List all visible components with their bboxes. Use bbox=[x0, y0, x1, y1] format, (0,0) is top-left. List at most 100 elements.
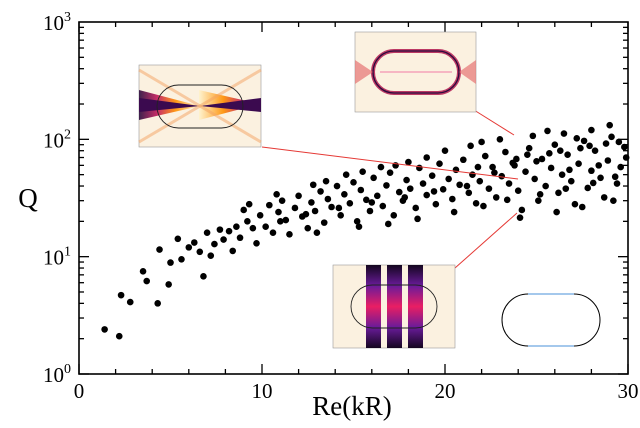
data-point bbox=[282, 216, 290, 224]
data-point bbox=[456, 181, 463, 189]
data-point bbox=[273, 191, 280, 198]
data-point bbox=[595, 162, 603, 169]
data-point bbox=[432, 200, 440, 208]
data-point bbox=[511, 162, 518, 169]
data-point bbox=[621, 143, 628, 151]
data-point bbox=[403, 176, 410, 184]
data-point bbox=[379, 202, 387, 210]
data-point bbox=[178, 255, 185, 263]
data-point bbox=[278, 197, 286, 204]
data-point bbox=[302, 210, 310, 218]
y-tick-label: 103 bbox=[43, 10, 71, 35]
data-point bbox=[115, 332, 123, 340]
annotation-line-bowtie bbox=[261, 146, 519, 180]
data-point bbox=[275, 208, 282, 216]
data-point bbox=[167, 259, 174, 266]
data-point bbox=[406, 185, 414, 192]
data-point bbox=[200, 273, 207, 280]
data-point bbox=[524, 151, 531, 158]
data-point bbox=[353, 218, 361, 225]
data-point bbox=[450, 208, 458, 216]
data-point bbox=[368, 199, 376, 206]
data-point bbox=[117, 291, 125, 299]
data-point bbox=[518, 206, 526, 214]
x-tick-label: 30 bbox=[618, 379, 639, 403]
data-point bbox=[337, 212, 344, 219]
data-point bbox=[597, 174, 604, 182]
data-point bbox=[423, 154, 431, 161]
data-point bbox=[249, 224, 257, 232]
plot-frame bbox=[78, 21, 629, 375]
data-point bbox=[373, 192, 381, 200]
annotation-line-whispering-gallery bbox=[473, 109, 515, 136]
data-point bbox=[207, 252, 215, 259]
data-point bbox=[600, 194, 608, 201]
inset-stadium-shape bbox=[501, 293, 601, 347]
y-tick-label: 101 bbox=[43, 245, 71, 270]
data-point bbox=[503, 196, 511, 204]
data-point bbox=[474, 163, 482, 171]
data-point bbox=[485, 185, 493, 192]
data-point bbox=[211, 240, 218, 248]
data-point bbox=[174, 235, 182, 243]
axis-ticks bbox=[78, 22, 629, 375]
data-point bbox=[414, 215, 421, 223]
data-point bbox=[547, 164, 555, 172]
data-point bbox=[286, 231, 293, 238]
data-point bbox=[366, 207, 374, 215]
data-point bbox=[584, 184, 592, 192]
data-point bbox=[535, 197, 542, 204]
data-point bbox=[229, 247, 237, 255]
data-point bbox=[505, 180, 513, 187]
data-point bbox=[553, 208, 560, 216]
data-point bbox=[430, 188, 438, 195]
data-point bbox=[139, 268, 147, 275]
data-point bbox=[613, 180, 621, 187]
data-point bbox=[522, 168, 529, 175]
data-point bbox=[571, 200, 579, 208]
data-point bbox=[566, 166, 573, 174]
data-point bbox=[309, 181, 317, 189]
data-point bbox=[101, 326, 108, 333]
data-point bbox=[567, 177, 575, 185]
data-point bbox=[513, 155, 520, 163]
data-point bbox=[489, 163, 496, 171]
data-point bbox=[481, 152, 489, 160]
data-point bbox=[269, 229, 277, 237]
data-point bbox=[377, 163, 385, 171]
data-point bbox=[266, 201, 273, 209]
data-point bbox=[588, 167, 595, 175]
data-point bbox=[240, 206, 247, 214]
data-point bbox=[295, 192, 302, 200]
data-point bbox=[580, 137, 588, 145]
data-point bbox=[291, 204, 299, 212]
data-point bbox=[478, 138, 485, 146]
data-point bbox=[313, 229, 321, 237]
data-point bbox=[610, 197, 617, 204]
data-point bbox=[428, 172, 436, 179]
data-point bbox=[355, 223, 363, 231]
data-point bbox=[562, 185, 570, 192]
data-point bbox=[335, 204, 343, 212]
scatter-points bbox=[101, 121, 630, 340]
data-point bbox=[412, 204, 420, 212]
data-point bbox=[452, 166, 460, 174]
data-point bbox=[514, 187, 522, 194]
data-point bbox=[262, 223, 269, 231]
data-point bbox=[383, 182, 390, 189]
data-point bbox=[611, 173, 619, 181]
data-point bbox=[551, 141, 559, 149]
data-point bbox=[333, 182, 341, 190]
data-point bbox=[575, 160, 582, 167]
x-tick-label: 0 bbox=[74, 379, 85, 403]
data-point bbox=[531, 175, 538, 183]
data-point bbox=[143, 277, 151, 285]
data-point bbox=[126, 298, 134, 306]
data-point bbox=[233, 223, 240, 231]
data-point bbox=[538, 155, 546, 163]
data-point bbox=[324, 195, 332, 203]
data-point bbox=[253, 239, 260, 247]
data-point bbox=[608, 133, 615, 141]
data-point bbox=[395, 188, 403, 196]
data-point bbox=[416, 164, 423, 172]
